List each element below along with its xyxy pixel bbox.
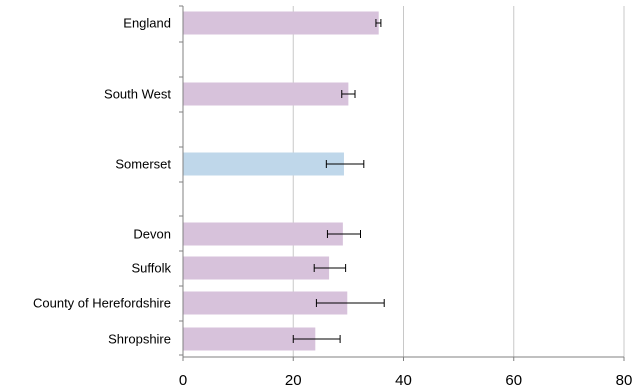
bars <box>183 11 379 351</box>
x-tick-label: 60 <box>505 372 522 389</box>
x-tick-label: 80 <box>616 372 633 389</box>
axes <box>179 5 625 361</box>
category-label: Somerset <box>115 157 171 172</box>
error-bar-devon <box>326 230 362 238</box>
error-bar-south-west <box>341 90 356 98</box>
bar-south-west <box>183 82 349 106</box>
bar-somerset <box>183 152 344 176</box>
error-bar-suffolk <box>313 264 347 272</box>
category-label: England <box>123 16 171 31</box>
bar-shropshire <box>183 327 316 351</box>
bar-devon <box>183 222 343 246</box>
category-label: County of Herefordshire <box>33 296 171 311</box>
bar-county-of-herefordshire <box>183 291 348 315</box>
category-label: Shropshire <box>108 332 171 347</box>
x-tick-label: 20 <box>285 372 302 389</box>
category-label: South West <box>104 87 171 102</box>
error-bar-county-of-herefordshire <box>315 299 385 307</box>
x-tick-labels: 0 20 40 60 80 <box>179 372 633 389</box>
error-bar-england <box>375 19 382 27</box>
bar-suffolk <box>183 256 330 280</box>
category-label: Devon <box>133 227 171 242</box>
category-label: Suffolk <box>131 261 171 276</box>
bar-england <box>183 11 379 35</box>
x-tick-label: 0 <box>179 372 187 389</box>
error-bars <box>292 19 385 343</box>
category-labels: England South West Somerset Devon Suffolk Cou… <box>33 16 172 347</box>
x-tick-label: 40 <box>395 372 412 389</box>
error-bar-somerset <box>325 160 365 168</box>
error-bar-shropshire <box>292 335 341 343</box>
